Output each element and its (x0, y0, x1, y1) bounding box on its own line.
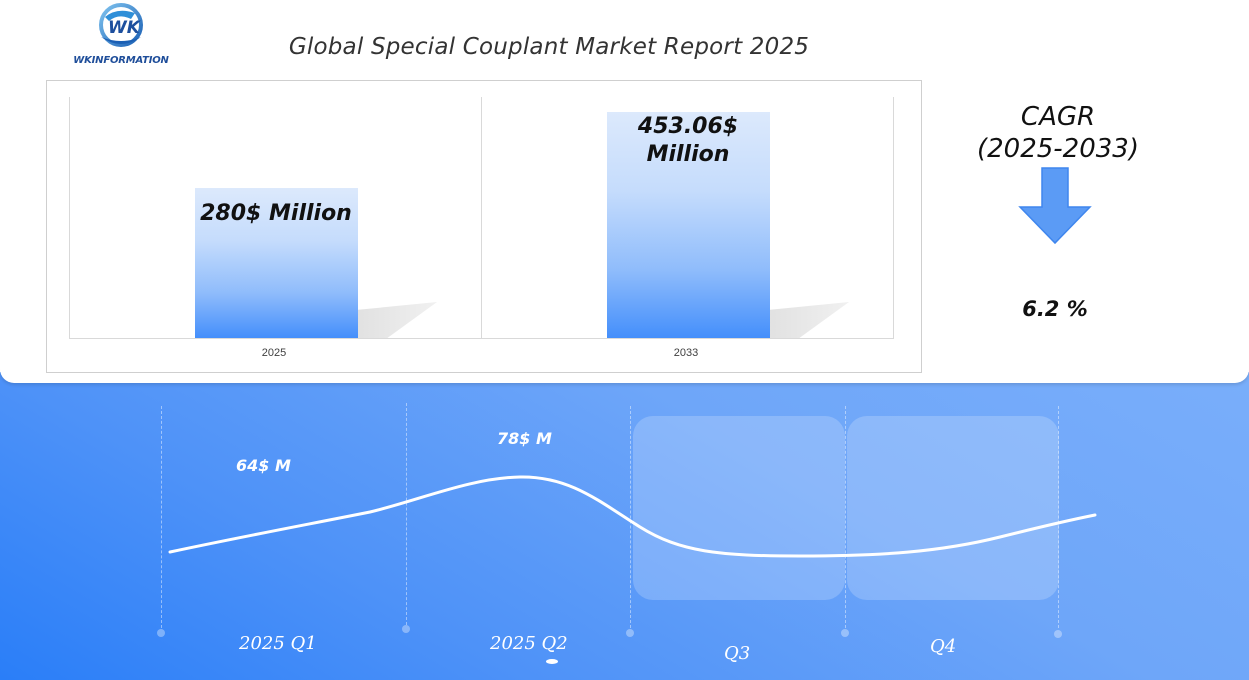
quarter-label-q2: 2025 Q2 (490, 633, 568, 654)
cagr-period: (2025-2033) (976, 134, 1139, 164)
gridline-q2 (406, 403, 407, 625)
gridline-q1 (161, 406, 162, 628)
q3-highlight-card[interactable] (633, 416, 845, 600)
market-size-bar-chart: 280$ Million 453.06$ Million 2025 2033 (46, 80, 922, 373)
cursor-marker (546, 659, 558, 664)
cagr-title: CAGR (2025-2033) (940, 101, 1176, 165)
category-divider (893, 97, 894, 339)
x-tick-2025: 2025 (261, 347, 287, 359)
bar-2033[interactable] (607, 112, 770, 338)
bar-label-2025: 280$ Million (200, 201, 352, 226)
x-tick-2033: 2033 (673, 347, 699, 359)
timeline-dot[interactable] (626, 629, 634, 637)
page-title: Global Special Couplant Market Report 20… (288, 34, 810, 60)
timeline-dot[interactable] (841, 629, 849, 637)
logo-text: WKINFORMATION (73, 55, 169, 66)
plot-area: 280$ Million 453.06$ Million (69, 97, 894, 339)
brand-logo: WK WKINFORMATION (66, 3, 176, 67)
bar-2025[interactable] (195, 188, 358, 338)
cagr-label: CAGR (1020, 102, 1096, 132)
bar-label-2033-value: 453.06$ (637, 114, 739, 139)
quarter-label-q4: Q4 (930, 636, 957, 657)
arrow-down-icon (1018, 167, 1092, 245)
gridline-q4 (845, 406, 846, 628)
timeline-dot[interactable] (402, 625, 410, 633)
bar-label-2033: 453.06$ Million (588, 113, 788, 169)
bar-label-2033-unit: Million (646, 142, 730, 167)
category-divider (481, 97, 482, 339)
quarterly-trend-panel: 64$ M 78$ M 2025 Q1 2025 Q2 Q3 Q4 (0, 372, 1249, 680)
bar-shadow (769, 302, 849, 338)
report-header-section: WK WKINFORMATION Global Special Couplant… (46, 3, 1176, 373)
timeline-dot[interactable] (1054, 630, 1062, 638)
svg-text:WK: WK (108, 18, 142, 38)
bar-shadow (357, 302, 437, 338)
value-label-q2: 78$ M (497, 429, 552, 448)
q4-highlight-card[interactable] (847, 416, 1059, 600)
quarter-label-q3: Q3 (724, 643, 751, 664)
globe-logo-icon: WK (99, 3, 143, 47)
cagr-value: 6.2 % (1022, 297, 1088, 321)
gridline-q3 (630, 406, 631, 628)
trend-line (168, 475, 1097, 558)
timeline-dot[interactable] (157, 629, 165, 637)
value-label-q1: 64$ M (236, 456, 291, 475)
gridline-end (1058, 406, 1059, 628)
quarter-label-q1: 2025 Q1 (239, 633, 317, 654)
